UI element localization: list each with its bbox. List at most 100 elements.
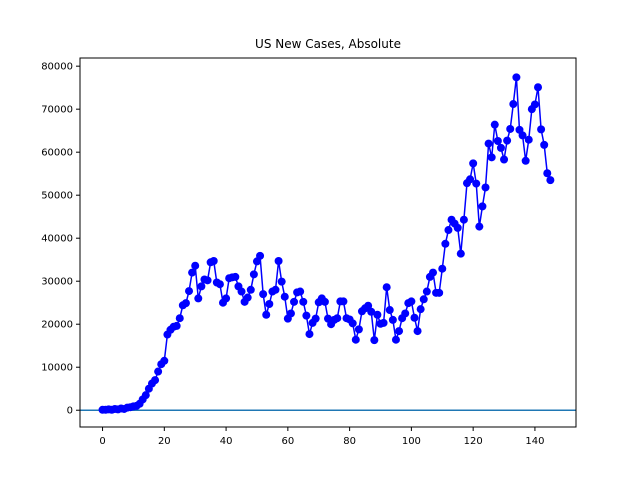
data-point bbox=[256, 251, 265, 260]
data-point bbox=[141, 391, 150, 400]
data-point bbox=[203, 276, 212, 285]
data-point bbox=[500, 155, 509, 164]
axes-layer: 0 20 40 60 80 100 120 140 0 10000 20000 30000 40000 5… bbox=[41, 57, 577, 447]
data-point bbox=[472, 179, 481, 188]
data-point bbox=[339, 297, 348, 306]
data-point bbox=[286, 309, 295, 318]
data-point bbox=[290, 297, 299, 306]
data-point bbox=[280, 292, 289, 301]
data-point bbox=[444, 226, 453, 235]
data-point bbox=[506, 124, 515, 133]
y-tick-label: 60000 bbox=[41, 148, 73, 159]
data-point bbox=[215, 280, 224, 289]
data-point bbox=[181, 299, 190, 308]
data-point bbox=[160, 356, 169, 365]
data-point bbox=[478, 202, 487, 211]
data-point bbox=[429, 268, 438, 277]
data-point bbox=[237, 287, 246, 296]
data-point bbox=[188, 268, 197, 277]
data-point bbox=[416, 305, 425, 314]
data-point bbox=[518, 131, 527, 140]
data-point bbox=[512, 73, 521, 82]
data-point bbox=[537, 125, 546, 134]
y-tick-label: 0 bbox=[67, 406, 73, 417]
data-point bbox=[305, 330, 314, 339]
data-point bbox=[370, 336, 379, 345]
data-point bbox=[459, 215, 468, 224]
data-point bbox=[481, 183, 490, 192]
y-tick-label: 20000 bbox=[41, 320, 73, 331]
data-point bbox=[435, 288, 444, 297]
plot-frame bbox=[79, 57, 577, 428]
data-point bbox=[262, 310, 271, 319]
data-point bbox=[413, 327, 422, 336]
data-point bbox=[302, 311, 311, 320]
data-point bbox=[395, 327, 404, 336]
x-tick-label: 0 bbox=[99, 436, 105, 447]
data-point bbox=[438, 264, 447, 273]
data-point bbox=[333, 314, 342, 323]
data-point bbox=[175, 314, 184, 323]
data-point bbox=[243, 293, 252, 302]
data-point bbox=[246, 285, 255, 294]
data-point bbox=[191, 261, 200, 270]
data-point bbox=[419, 295, 428, 304]
x-tick-label: 140 bbox=[525, 436, 544, 447]
x-tick-label: 100 bbox=[402, 436, 421, 447]
data-point bbox=[379, 318, 388, 327]
data-point bbox=[521, 156, 530, 165]
data-point bbox=[209, 256, 218, 265]
data-point bbox=[367, 307, 376, 316]
data-point bbox=[410, 313, 419, 322]
data-point bbox=[540, 140, 549, 149]
data-point bbox=[222, 294, 231, 303]
data-point bbox=[484, 139, 493, 148]
data-point bbox=[197, 282, 206, 291]
data-point bbox=[382, 283, 391, 292]
data-point bbox=[320, 297, 329, 306]
data-point bbox=[487, 153, 496, 162]
data-point bbox=[503, 136, 512, 145]
data-point bbox=[475, 222, 484, 231]
data-point bbox=[277, 277, 286, 286]
data-point bbox=[231, 272, 240, 281]
data-point bbox=[466, 175, 475, 184]
data-point bbox=[401, 309, 410, 318]
data-point bbox=[385, 306, 394, 315]
y-tick-label: 10000 bbox=[41, 363, 73, 374]
data-point bbox=[354, 325, 363, 334]
x-tick-label: 20 bbox=[158, 436, 171, 447]
y-tick-label: 70000 bbox=[41, 105, 73, 116]
data-point bbox=[524, 135, 533, 144]
data-point bbox=[274, 256, 283, 265]
data-point bbox=[151, 376, 160, 385]
data-point bbox=[194, 294, 203, 303]
data-point bbox=[546, 176, 555, 185]
y-tick-label: 40000 bbox=[41, 234, 73, 245]
y-tick-label: 30000 bbox=[41, 277, 73, 288]
x-tick-label: 60 bbox=[281, 436, 294, 447]
data-point bbox=[185, 287, 194, 296]
data-point bbox=[311, 314, 320, 323]
data-point bbox=[249, 270, 258, 279]
chart-title: US New Cases, Absolute bbox=[255, 37, 401, 51]
data-point bbox=[296, 287, 305, 296]
series-layer bbox=[98, 73, 555, 414]
data-point bbox=[534, 83, 543, 92]
data-point bbox=[172, 321, 181, 330]
data-point bbox=[509, 100, 518, 109]
y-tick-label: 80000 bbox=[41, 62, 73, 73]
data-point bbox=[271, 285, 280, 294]
data-point bbox=[364, 301, 373, 310]
y-tick-label: 50000 bbox=[41, 191, 73, 202]
data-point bbox=[469, 159, 478, 168]
data-point bbox=[265, 300, 274, 308]
data-point bbox=[373, 310, 382, 319]
data-point bbox=[493, 137, 502, 145]
x-tick-label: 120 bbox=[464, 436, 483, 447]
data-point bbox=[351, 335, 360, 344]
x-tick-label: 80 bbox=[343, 436, 356, 447]
data-point bbox=[490, 120, 499, 129]
data-point bbox=[441, 239, 450, 248]
